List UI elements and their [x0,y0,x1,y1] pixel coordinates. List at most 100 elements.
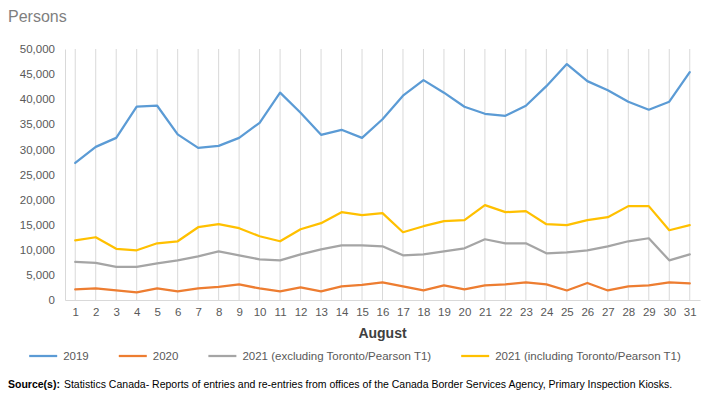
y-tick-label: 0 [49,294,55,306]
x-tick: 29 [643,300,656,318]
x-tick-label: 31 [684,306,697,318]
y-tick: 30,000 [20,144,65,156]
y-tick-label: 50,000 [20,43,55,55]
x-tick: 18 [418,300,431,318]
x-tick-label: 25 [561,306,574,318]
x-tick-label: 20 [459,306,472,318]
grid-line [484,49,485,300]
grid-line [566,49,567,300]
grid-line [607,49,608,300]
grid-line [280,49,281,300]
x-tick: 16 [377,300,390,318]
grid-line [177,49,178,300]
y-tick-label: 45,000 [20,68,55,80]
x-tick-label: 12 [295,306,308,318]
x-tick: 9 [236,300,242,318]
x-tick: 23 [520,300,533,318]
x-axis-title: August [358,325,407,341]
y-tick: 40,000 [20,93,65,105]
x-tick: 27 [602,300,615,318]
grid-line [239,49,240,300]
x-tick: 31 [684,300,697,318]
legend-label: 2021 (excluding Toronto/Pearson T1) [242,350,431,362]
x-tick-label: 21 [479,306,492,318]
x-tick-label: 1 [73,306,79,318]
x-axis-line [66,300,701,301]
y-tick: 5,000 [26,269,65,281]
x-tick-label: 16 [377,306,390,318]
x-tick: 4 [134,300,141,318]
x-tick: 15 [356,300,369,318]
x-grid [75,49,690,300]
grid-line [669,49,670,300]
grid-line [218,49,219,300]
legend-item: 2021 (including Toronto/Pearson T1) [461,350,681,362]
x-tick: 2 [93,300,99,318]
x-tick: 19 [438,300,451,318]
x-tick-label: 26 [581,306,594,318]
y-axis-title: Persons [8,8,67,25]
x-tick: 12 [295,300,308,318]
source-text: Statistics Canada- Reports of entries an… [64,378,672,390]
y-tick-label: 25,000 [20,169,55,181]
grid-line [628,49,629,300]
grid-line [587,49,588,300]
x-tick-label: 15 [356,306,369,318]
legend-swatch [119,355,147,357]
x-tick: 22 [500,300,513,318]
y-tick-label: 35,000 [20,118,55,130]
y-axis: 0 5,000 10,000 15,000 20,000 25,000 30,000 35,0… [20,43,66,306]
x-tick-label: 7 [195,306,201,318]
y-tick-label: 20,000 [20,194,55,206]
y-tick: 35,000 [20,118,65,130]
x-tick-label: 8 [216,306,222,318]
x-tick: 3 [114,300,120,318]
grid-line [362,49,363,300]
series-line [75,282,690,292]
y-axis-line [65,50,66,301]
grid-line [259,49,260,300]
x-tick: 11 [275,300,287,318]
grid-line [116,49,117,300]
y-tick: 45,000 [20,68,65,80]
grid-line [402,49,403,300]
y-tick-label: 15,000 [20,219,55,231]
y-tick: 15,000 [20,219,65,231]
series-line [75,205,690,250]
x-tick: 8 [216,300,222,318]
x-tick-label: 9 [236,306,242,318]
legend: 2019 2020 2021 (excluding Toronto/Pearson … [29,350,681,362]
series-line [75,64,690,163]
y-tick: 10,000 [20,244,65,256]
x-tick-label: 18 [418,306,431,318]
x-tick-label: 27 [602,306,615,318]
legend-label: 2019 [63,350,89,362]
grid-line [321,49,322,300]
y-tick-label: 40,000 [20,93,55,105]
legend-item: 2020 [119,350,179,362]
x-tick: 5 [154,300,160,318]
y-tick: 25,000 [20,169,65,181]
legend-swatch [29,355,57,357]
x-tick: 6 [175,300,181,318]
x-tick: 7 [195,300,201,318]
grid-line [198,49,199,300]
y-tick-label: 5,000 [26,269,55,281]
x-tick: 14 [336,300,349,318]
plot-area [75,64,690,292]
x-tick-label: 17 [397,306,410,318]
x-tick-label: 4 [134,306,141,318]
x-tick: 21 [479,300,492,318]
x-tick: 20 [459,300,472,318]
x-tick-label: 29 [643,306,656,318]
source: Source(s): Statistics Canada- Reports of … [8,378,672,390]
grid-line [300,49,301,300]
grid-line [648,49,649,300]
source-label: Source(s): [8,378,60,390]
x-tick-label: 30 [663,306,676,318]
legend-swatch [208,355,236,357]
grid-line [525,49,526,300]
x-tick: 1 [73,300,79,318]
grid-line [443,49,444,300]
grid-line [136,49,137,300]
